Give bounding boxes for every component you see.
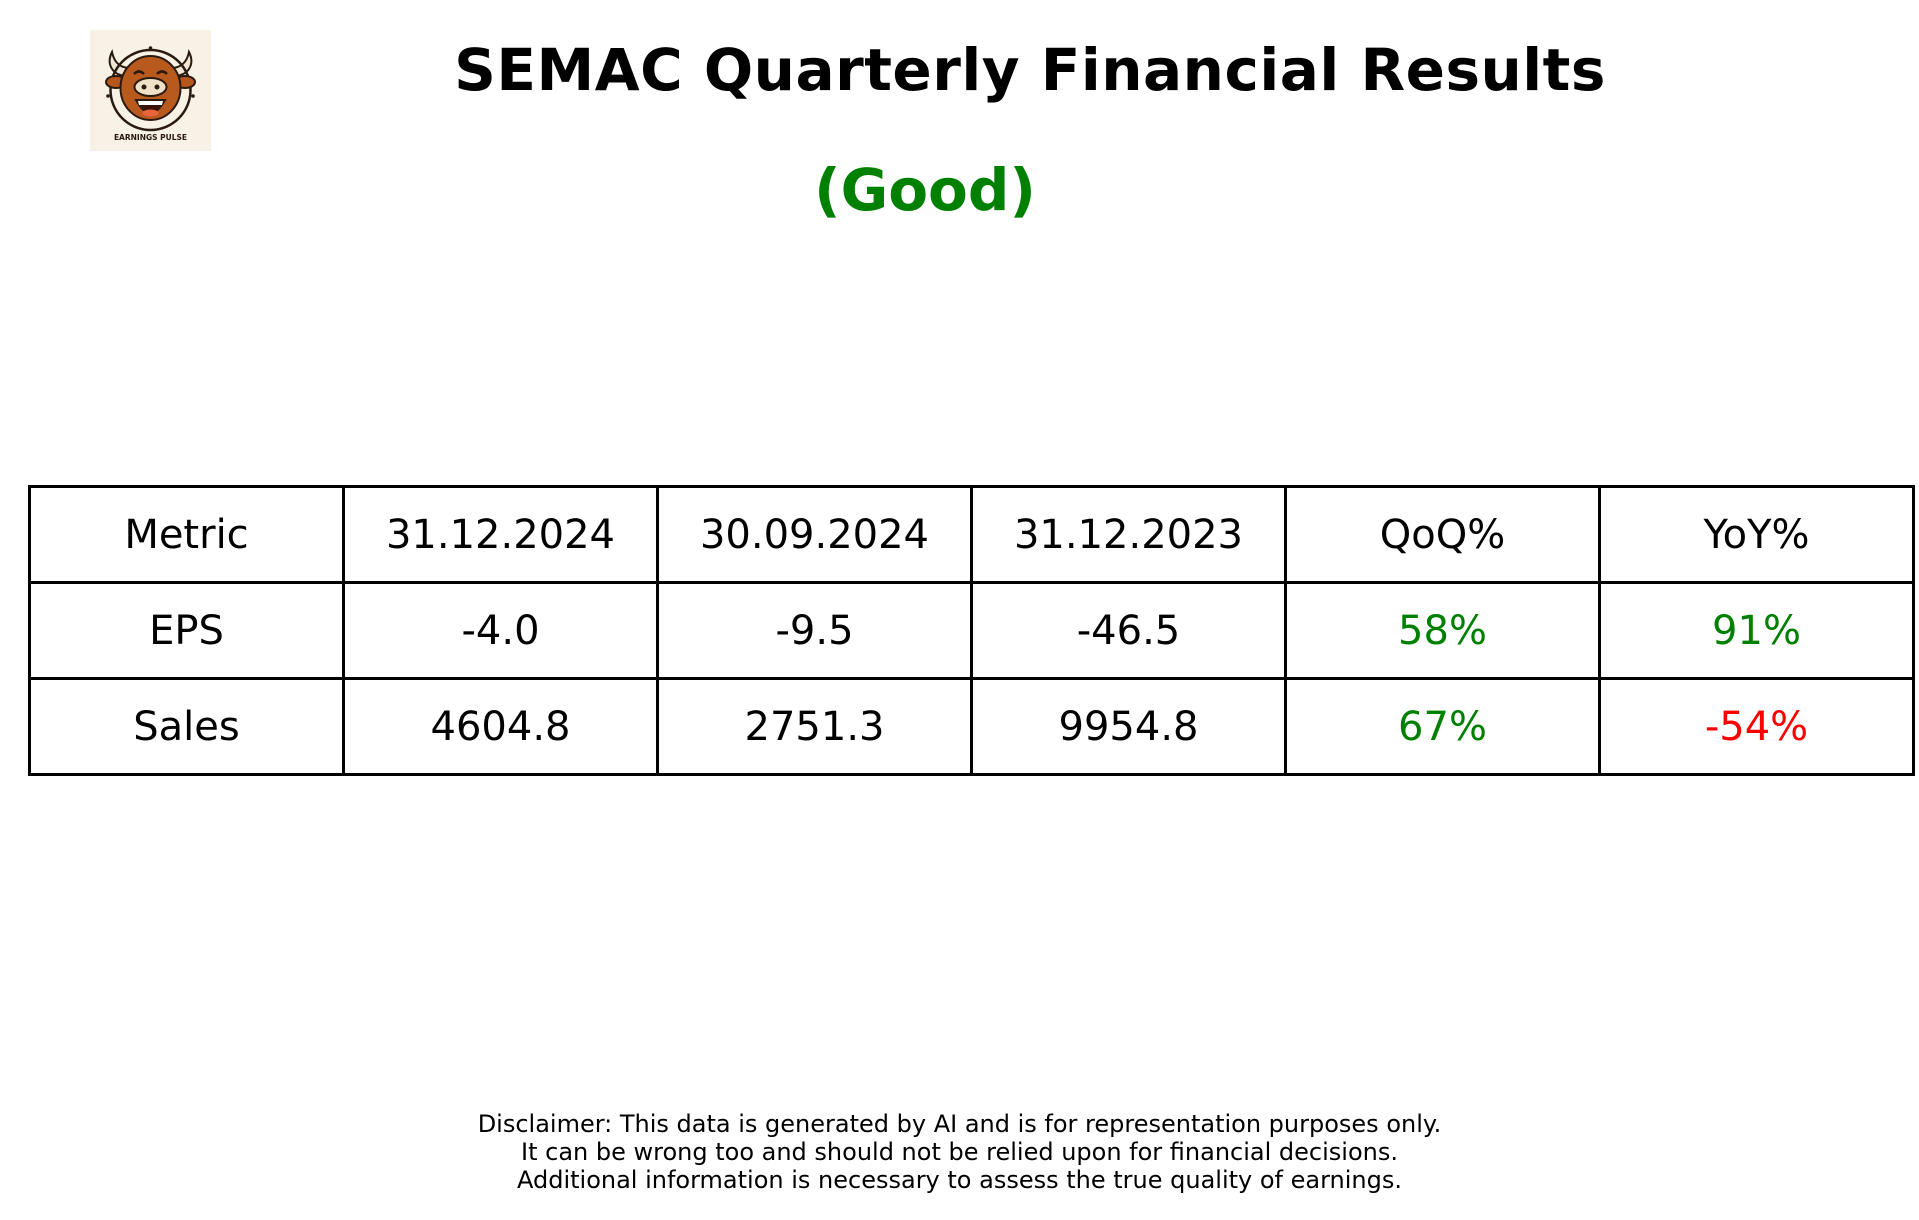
value-year-ago-quarter: 9954.8 (970, 677, 1287, 776)
page-title: SEMAC Quarterly Financial Results (454, 36, 1606, 104)
disclaimer-line: Disclaimer: This data is generated by AI… (477, 1110, 1442, 1138)
table-header-row: Metric 31.12.2024 30.09.2024 31.12.2023 … (28, 485, 1915, 584)
qoq-change: 58% (1284, 581, 1601, 680)
yoy-change: -54% (1598, 677, 1915, 776)
metric-label: Sales (28, 677, 345, 776)
column-header-metric: Metric (28, 485, 345, 584)
metric-label: EPS (28, 581, 345, 680)
column-header-year-ago-quarter: 31.12.2023 (970, 485, 1287, 584)
financial-results-table: Metric 31.12.2024 30.09.2024 31.12.2023 … (28, 485, 1915, 776)
qoq-change: 67% (1284, 677, 1601, 776)
disclaimer-line: It can be wrong too and should not be re… (521, 1138, 1398, 1166)
earnings-pulse-logo: EARNINGS PULSE (90, 30, 211, 151)
disclaimer-line: Additional information is necessary to a… (516, 1166, 1402, 1194)
table-row-eps: EPS -4.0 -9.5 -46.5 58% 91% (28, 581, 1915, 680)
svg-text:EARNINGS PULSE: EARNINGS PULSE (114, 133, 187, 142)
column-header-qoq: QoQ% (1284, 485, 1601, 584)
bull-mascot-icon: EARNINGS PULSE (105, 46, 196, 142)
table-row-sales: Sales 4604.8 2751.3 9954.8 67% -54% (28, 677, 1915, 776)
value-current-quarter: 4604.8 (342, 677, 659, 776)
rating-label: (Good) (814, 156, 1036, 224)
value-current-quarter: -4.0 (342, 581, 659, 680)
yoy-change: 91% (1598, 581, 1915, 680)
column-header-yoy: YoY% (1598, 485, 1915, 584)
value-year-ago-quarter: -46.5 (970, 581, 1287, 680)
value-previous-quarter: -9.5 (656, 581, 973, 680)
disclaimer: Disclaimer: This data is generated by AI… (0, 1110, 1919, 1194)
value-previous-quarter: 2751.3 (656, 677, 973, 776)
column-header-previous-quarter: 30.09.2024 (656, 485, 973, 584)
column-header-current-quarter: 31.12.2024 (342, 485, 659, 584)
